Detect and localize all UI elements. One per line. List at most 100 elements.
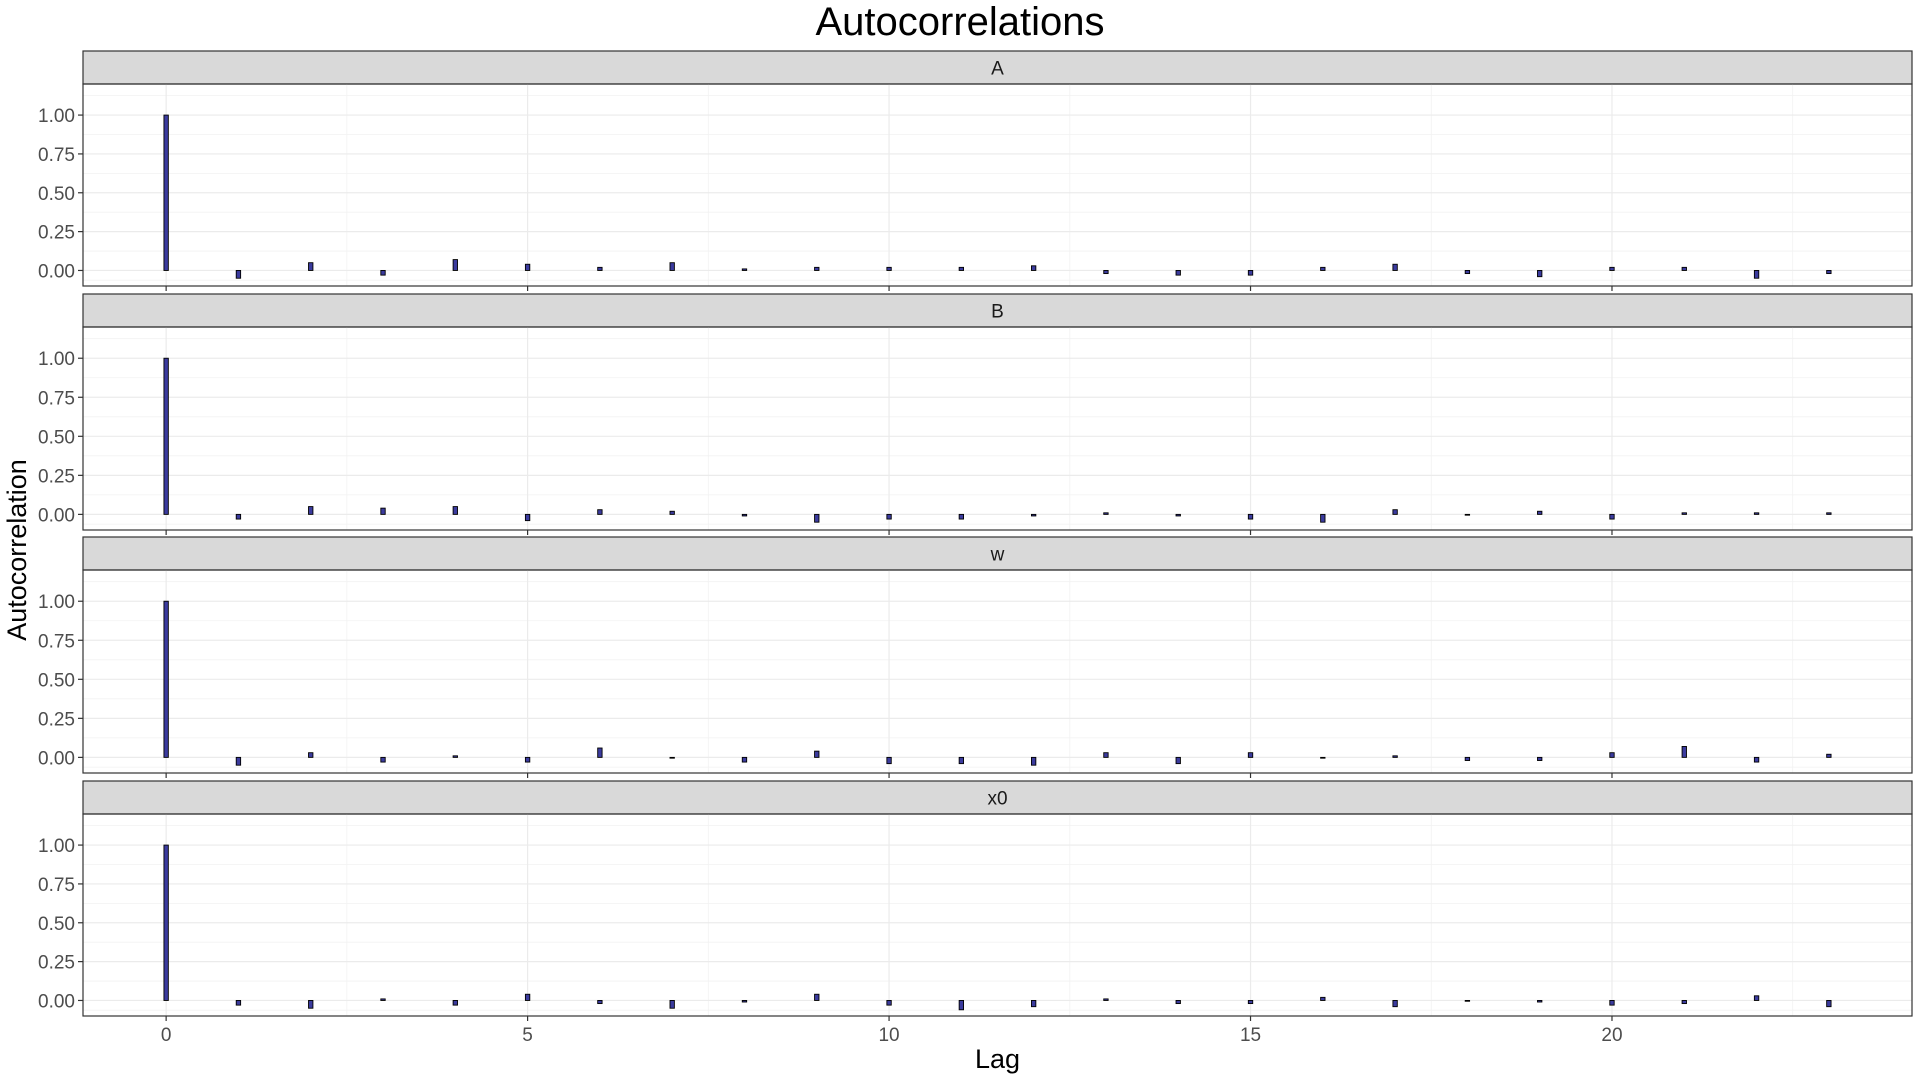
acf-bar: [741, 268, 748, 271]
x-ticks: [165, 286, 1613, 291]
facet-strip-label: x0: [987, 789, 1007, 810]
acf-bar: [235, 270, 242, 279]
acf-bar: [1247, 1000, 1254, 1005]
y-axis: 0.00 0.25 0.50 0.75 1.00: [38, 836, 83, 1012]
acf-bar: [597, 509, 603, 515]
y-tick-label: 0.50: [38, 184, 75, 205]
x-tick-label: 0: [161, 1025, 172, 1046]
facet-strip-label: A: [991, 59, 1004, 80]
y-tick-label: 1.00: [38, 349, 75, 370]
acf-bar: [163, 600, 169, 758]
y-tick-label: 0.50: [38, 670, 75, 691]
acf-bar: [1537, 756, 1543, 761]
acf-bar: [1681, 746, 1687, 758]
y-axis: 0.00 0.25 0.50 0.75 1.00: [38, 592, 83, 769]
acf-bar: [958, 1000, 965, 1011]
acf-bar: [1320, 996, 1326, 1001]
grid-lines: [83, 570, 1912, 773]
x-ticks: [165, 530, 1613, 535]
acf-bar: [1103, 270, 1109, 275]
acf-bar: [1753, 756, 1760, 763]
facet-panel-w: w 0.00 0.25 0.50 0.75 1.00: [38, 536, 1913, 778]
acf-bar: [308, 506, 314, 515]
y-axis: 0.00 0.25 0.50 0.75 1.00: [38, 106, 83, 282]
y-tick-label: 0.50: [38, 914, 75, 935]
acf-bar: [1392, 755, 1398, 758]
y-tick-label: 0.75: [38, 875, 75, 896]
acf-bar: [1030, 756, 1037, 766]
acf-bar: [1103, 998, 1109, 1001]
bars: [163, 844, 1832, 1011]
acf-bar: [1464, 513, 1471, 516]
acf-bar: [1609, 266, 1615, 271]
acf-bar: [1753, 512, 1760, 515]
acf-bar: [1537, 1000, 1543, 1003]
acf-bar: [1609, 752, 1615, 758]
facet-strip-label: w: [990, 545, 1005, 566]
y-axis: 0.00 0.25 0.50 0.75 1.00: [38, 349, 83, 526]
acf-bar: [1681, 266, 1687, 271]
x-ticks: [165, 1016, 1613, 1021]
y-tick-label: 0.75: [38, 145, 75, 166]
facet-strip: [82, 50, 1913, 85]
y-tick-label: 1.00: [38, 836, 75, 857]
acf-bar: [1753, 270, 1760, 279]
acf-bar: [163, 357, 169, 515]
y-tick-label: 0.00: [38, 748, 75, 769]
y-tick-label: 1.00: [38, 106, 75, 127]
acf-bar: [669, 756, 675, 759]
x-axis-title: Lag: [975, 1044, 1020, 1074]
acf-bar: [452, 1000, 458, 1006]
acf-bar: [1392, 509, 1398, 515]
acf-bar: [597, 747, 603, 758]
acf-bar: [1681, 512, 1687, 515]
acf-bar: [886, 756, 892, 765]
acf-bar: [1537, 270, 1543, 278]
acf-bar: [1030, 265, 1037, 271]
acf-bar: [1609, 1000, 1615, 1006]
acf-bar: [380, 507, 386, 515]
acf-bar: [597, 266, 603, 271]
y-tick-label: 0.25: [38, 953, 75, 974]
acf-bar: [163, 844, 169, 1001]
acf-bar: [741, 1000, 748, 1003]
acf-bar: [1175, 1000, 1181, 1005]
acf-bar: [1392, 263, 1398, 271]
y-tick-label: 0.75: [38, 388, 75, 409]
acf-bar: [814, 513, 820, 523]
acf-bar: [235, 513, 242, 520]
y-tick-label: 0.25: [38, 709, 75, 730]
acf-bar: [524, 263, 531, 271]
acf-bar: [308, 752, 314, 758]
facet-panel-B: B 0.00 0.25 0.50 0.75 1.00: [38, 293, 1913, 535]
acf-bar: [741, 756, 748, 763]
x-tick-label: 5: [522, 1025, 533, 1046]
grid-lines: [83, 327, 1912, 530]
acf-bar: [958, 513, 965, 520]
facet-panel-A: A 0.00 0.25 0.50 0.75 1.00: [38, 50, 1913, 291]
acf-bar: [1537, 510, 1543, 515]
acf-bar: [1030, 1000, 1037, 1008]
acf-bar: [524, 513, 531, 522]
x-tick-label: 15: [1240, 1025, 1261, 1046]
y-tick-label: 0.50: [38, 427, 75, 448]
acf-bar: [1826, 270, 1832, 275]
acf-bar: [380, 756, 386, 763]
acf-bar: [669, 510, 675, 515]
acf-bar: [452, 755, 458, 758]
acf-bar: [1175, 513, 1181, 517]
acf-bar: [1464, 756, 1471, 761]
x-ticks: [165, 773, 1613, 778]
x-tick-label: 10: [878, 1025, 899, 1046]
acf-bar: [669, 262, 675, 271]
acf-bar: [452, 259, 458, 271]
acf-bar: [1609, 513, 1615, 520]
acf-bar: [1826, 753, 1832, 758]
y-tick-label: 0.00: [38, 261, 75, 282]
grid-lines: [83, 814, 1912, 1016]
y-tick-label: 0.00: [38, 505, 75, 526]
acf-bar: [452, 506, 458, 515]
acf-bar: [1030, 513, 1037, 517]
acf-bar: [1753, 995, 1760, 1001]
